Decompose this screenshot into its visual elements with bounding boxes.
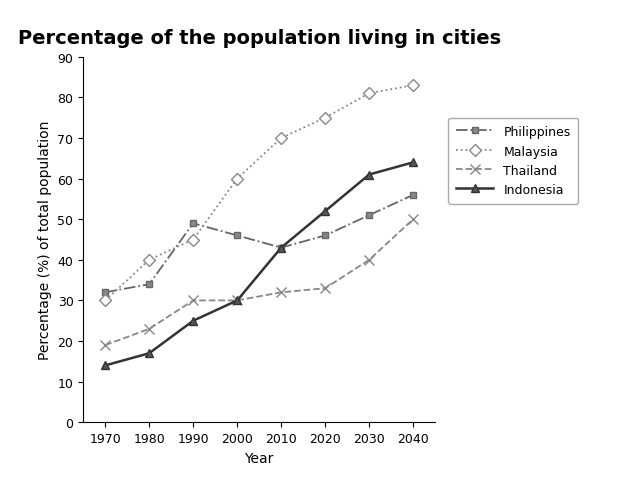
Malaysia: [189, 237, 197, 243]
Philippines: [321, 233, 329, 239]
Philippines: [410, 192, 417, 198]
Indonesia: [189, 318, 197, 324]
Philippines: [189, 221, 197, 227]
Malaysia: [234, 176, 241, 182]
Indonesia: [410, 160, 417, 166]
Line: Philippines: Philippines: [102, 192, 417, 296]
Thailand: [277, 290, 285, 296]
Philippines: [234, 233, 241, 239]
Indonesia: [321, 209, 329, 215]
Thailand: [321, 286, 329, 291]
Line: Thailand: Thailand: [100, 215, 418, 350]
Thailand: [145, 326, 153, 332]
Indonesia: [277, 245, 285, 251]
Philippines: [145, 282, 153, 288]
Line: Malaysia: Malaysia: [101, 82, 417, 305]
Malaysia: [410, 83, 417, 89]
Thailand: [410, 217, 417, 223]
Thailand: [234, 298, 241, 304]
Y-axis label: Percentage (%) of total population: Percentage (%) of total population: [38, 120, 52, 360]
X-axis label: Year: Year: [244, 451, 274, 465]
Legend: Philippines, Malaysia, Thailand, Indonesia: Philippines, Malaysia, Thailand, Indones…: [449, 119, 579, 204]
Indonesia: [101, 363, 109, 369]
Thailand: [365, 257, 373, 263]
Philippines: [365, 213, 373, 218]
Thailand: [189, 298, 197, 304]
Line: Indonesia: Indonesia: [101, 159, 417, 370]
Thailand: [101, 343, 109, 348]
Malaysia: [101, 298, 109, 304]
Indonesia: [145, 350, 153, 356]
Malaysia: [145, 257, 153, 263]
Malaysia: [365, 91, 373, 97]
Title: Percentage of the population living in cities: Percentage of the population living in c…: [18, 29, 500, 48]
Malaysia: [321, 116, 329, 121]
Malaysia: [277, 136, 285, 142]
Philippines: [277, 245, 285, 251]
Philippines: [101, 290, 109, 296]
Indonesia: [365, 172, 373, 178]
Indonesia: [234, 298, 241, 304]
